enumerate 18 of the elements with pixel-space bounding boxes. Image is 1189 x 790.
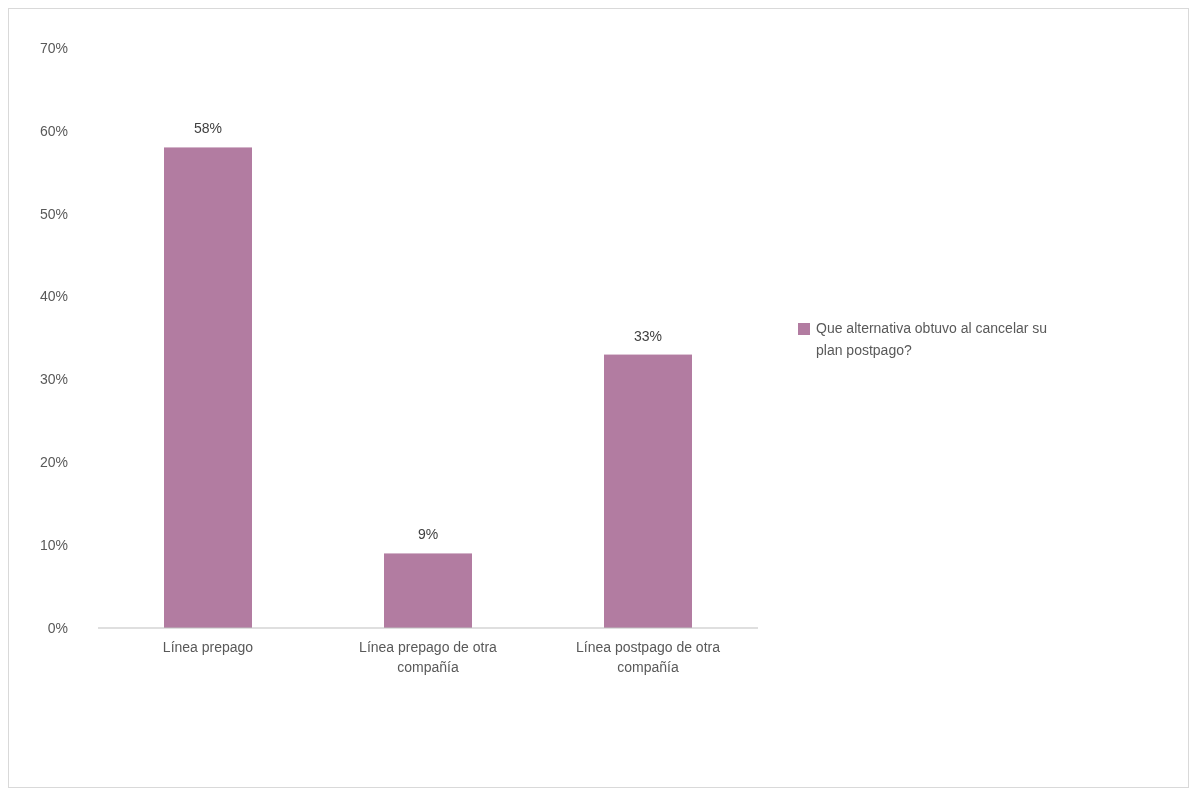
text: 9% bbox=[417, 526, 439, 543]
x-tick-label: Línea prepago bbox=[162, 639, 254, 655]
bar bbox=[164, 147, 252, 628]
y-tick-label: 70% bbox=[39, 39, 68, 56]
text: 58% bbox=[193, 120, 223, 137]
y-tick-label: 10% bbox=[39, 537, 68, 554]
text: 33% bbox=[633, 327, 663, 344]
bar bbox=[384, 553, 472, 628]
x-tick-label: Línea prepago de otra compañía bbox=[359, 639, 498, 675]
bar bbox=[604, 354, 692, 628]
y-tick-label: 30% bbox=[39, 371, 68, 388]
y-tick-label: 40% bbox=[39, 288, 68, 305]
y-tick-label: 60% bbox=[39, 122, 68, 139]
y-tick-label: 0% bbox=[47, 619, 68, 636]
y-tick-label: 50% bbox=[39, 205, 68, 222]
legend-label: Que alternativa obtuvo al cancelar su plan postpago? bbox=[816, 320, 1048, 358]
y-tick-label: 20% bbox=[39, 454, 68, 471]
x-tick-label: Línea postpago de otra compañía bbox=[575, 639, 721, 675]
